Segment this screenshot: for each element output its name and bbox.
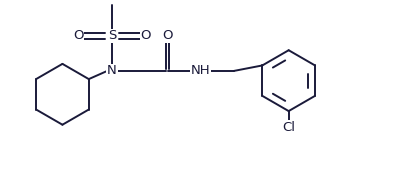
Text: S: S bbox=[108, 29, 116, 42]
Text: O: O bbox=[140, 29, 151, 42]
Text: N: N bbox=[107, 64, 117, 77]
Text: Cl: Cl bbox=[282, 121, 295, 134]
Text: NH: NH bbox=[191, 64, 211, 77]
Text: O: O bbox=[162, 29, 173, 42]
Text: O: O bbox=[73, 29, 83, 42]
